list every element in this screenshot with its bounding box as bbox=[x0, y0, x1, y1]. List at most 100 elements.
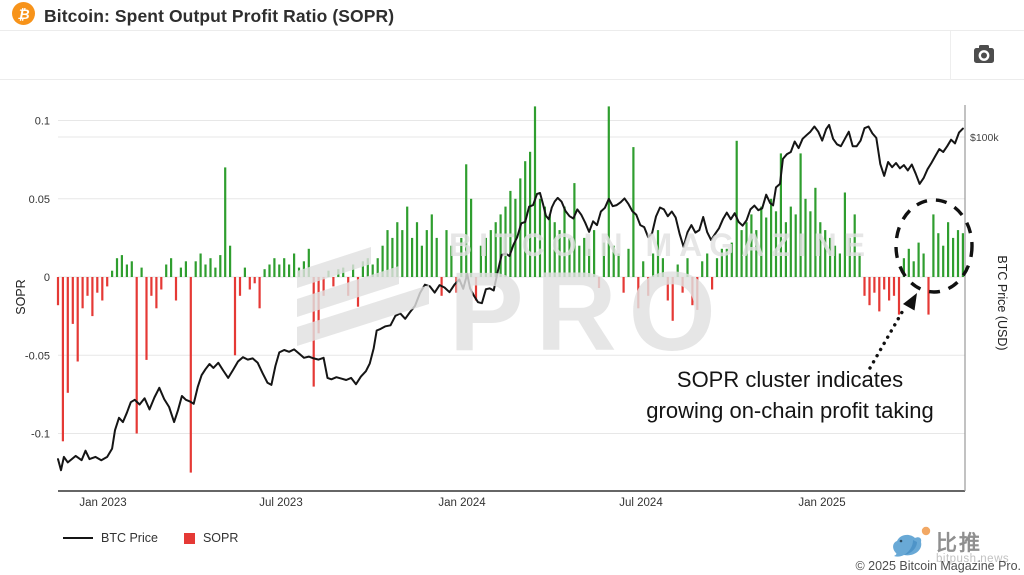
sopr-bar bbox=[553, 222, 556, 277]
sopr-bar bbox=[322, 277, 325, 296]
sopr-bar bbox=[233, 277, 237, 356]
sopr-bar bbox=[71, 277, 74, 324]
sopr-bar bbox=[538, 198, 542, 278]
sopr-bar bbox=[897, 277, 901, 315]
sopr-bar bbox=[932, 214, 935, 277]
sopr-bar bbox=[435, 237, 438, 277]
sopr-bar bbox=[263, 269, 266, 277]
sopr-bar bbox=[332, 277, 335, 287]
sopr-bar bbox=[642, 261, 645, 277]
sopr-bar bbox=[593, 230, 596, 277]
sopr-bar bbox=[597, 277, 601, 288]
sopr-bar bbox=[278, 264, 281, 277]
sopr-bar bbox=[81, 277, 84, 309]
sopr-bar bbox=[750, 214, 753, 277]
sopr-bar bbox=[224, 167, 227, 277]
sopr-bar bbox=[863, 277, 866, 296]
sopr-bar bbox=[470, 198, 473, 278]
sopr-bar bbox=[829, 237, 832, 277]
sopr-bar bbox=[125, 264, 128, 277]
sopr-bar bbox=[214, 267, 217, 277]
sopr-bar bbox=[637, 277, 640, 309]
sopr-bar bbox=[209, 258, 212, 277]
sopr-bar bbox=[474, 277, 478, 301]
sopr-bar bbox=[96, 277, 99, 293]
camera-icon bbox=[974, 45, 994, 63]
sopr-bar bbox=[386, 230, 389, 277]
sopr-bar bbox=[130, 261, 133, 277]
sopr-bar bbox=[140, 267, 143, 277]
sopr-bar bbox=[337, 269, 340, 277]
sopr-tick-0: 0 bbox=[44, 272, 50, 284]
annotation-line-1: SOPR cluster indicates bbox=[676, 367, 904, 392]
sopr-bar bbox=[489, 230, 492, 277]
sopr-bar bbox=[327, 270, 330, 277]
sopr-bar bbox=[381, 245, 384, 277]
sopr-bar bbox=[961, 233, 964, 277]
sopr-bar bbox=[411, 237, 414, 277]
sopr-bar bbox=[391, 237, 394, 277]
sopr-tick--0.1: -0.1 bbox=[31, 429, 50, 441]
sopr-bar bbox=[120, 255, 123, 277]
sopr-bar bbox=[848, 237, 851, 277]
left-axis-title: SOPR bbox=[14, 279, 28, 314]
legend-item-sopr[interactable]: SOPR bbox=[183, 531, 238, 545]
sopr-bar bbox=[401, 230, 404, 277]
sopr-bar bbox=[61, 277, 64, 442]
sopr-bar bbox=[883, 277, 886, 290]
sopr-bar bbox=[347, 277, 350, 296]
sopr-bar bbox=[794, 214, 797, 277]
annotation-callout: SOPR cluster indicates growing on-chain … bbox=[625, 364, 955, 426]
sopr-bar bbox=[942, 245, 945, 277]
page-title: Bitcoin: Spent Output Profit Ratio (SOPR… bbox=[44, 6, 395, 26]
sopr-bar bbox=[135, 277, 138, 434]
sopr-bar bbox=[725, 248, 728, 277]
sopr-bar bbox=[770, 198, 773, 278]
sopr-bar bbox=[484, 237, 487, 277]
sopr-bar bbox=[784, 222, 787, 277]
sopr-bar bbox=[204, 264, 207, 277]
sopr-bar bbox=[342, 267, 345, 277]
legend-item-btc-price[interactable]: BTC Price bbox=[63, 531, 158, 545]
camera-button[interactable] bbox=[971, 44, 997, 68]
sopr-bar bbox=[504, 206, 507, 277]
sopr-bar bbox=[715, 258, 719, 277]
sopr-bar bbox=[376, 258, 379, 277]
sopr-bar bbox=[573, 183, 576, 277]
sopr-bar bbox=[76, 277, 79, 362]
sopr-bar bbox=[465, 164, 468, 277]
sopr-bar bbox=[892, 277, 896, 296]
sopr-bar bbox=[160, 277, 163, 290]
sopr-bar bbox=[86, 277, 89, 296]
sopr-bar bbox=[174, 277, 178, 301]
sopr-bar bbox=[184, 261, 187, 277]
x-tick-Jan-2023: Jan 2023 bbox=[79, 497, 126, 509]
sopr-bar bbox=[199, 253, 202, 277]
sopr-bar bbox=[622, 277, 625, 293]
sopr-bar bbox=[735, 140, 738, 277]
sopr-bar bbox=[588, 248, 591, 277]
sopr-bar bbox=[686, 258, 689, 277]
sopr-bar bbox=[238, 277, 242, 296]
toolbar bbox=[0, 31, 1024, 80]
sopr-bar bbox=[617, 253, 620, 277]
sopr-bar bbox=[760, 206, 763, 277]
sopr-bar bbox=[91, 277, 94, 317]
x-tick-Jul-2023: Jul 2023 bbox=[259, 497, 302, 509]
right-axis-title: BTC Price (USD) bbox=[995, 255, 1009, 350]
sopr-bar bbox=[111, 270, 114, 277]
sopr-tick-0.05: 0.05 bbox=[29, 194, 50, 206]
sopr-bar bbox=[455, 277, 458, 293]
sopr-bar bbox=[494, 222, 497, 277]
x-axis-ticks: Jan 2023 Jul 2023 Jan 2024 Jul 2024 Jan 2025 bbox=[79, 497, 845, 509]
sopr-bar bbox=[701, 261, 704, 277]
sopr-bar bbox=[814, 187, 817, 277]
sopr-bar bbox=[607, 106, 610, 278]
sopr-bar bbox=[952, 237, 955, 277]
copyright-text: © 2025 Bitcoin Magazine Pro. bbox=[855, 559, 1021, 573]
sopr-bar bbox=[745, 222, 748, 277]
sopr-bar bbox=[248, 277, 251, 290]
sopr-bar bbox=[912, 261, 915, 277]
sopr-bar bbox=[671, 277, 674, 321]
